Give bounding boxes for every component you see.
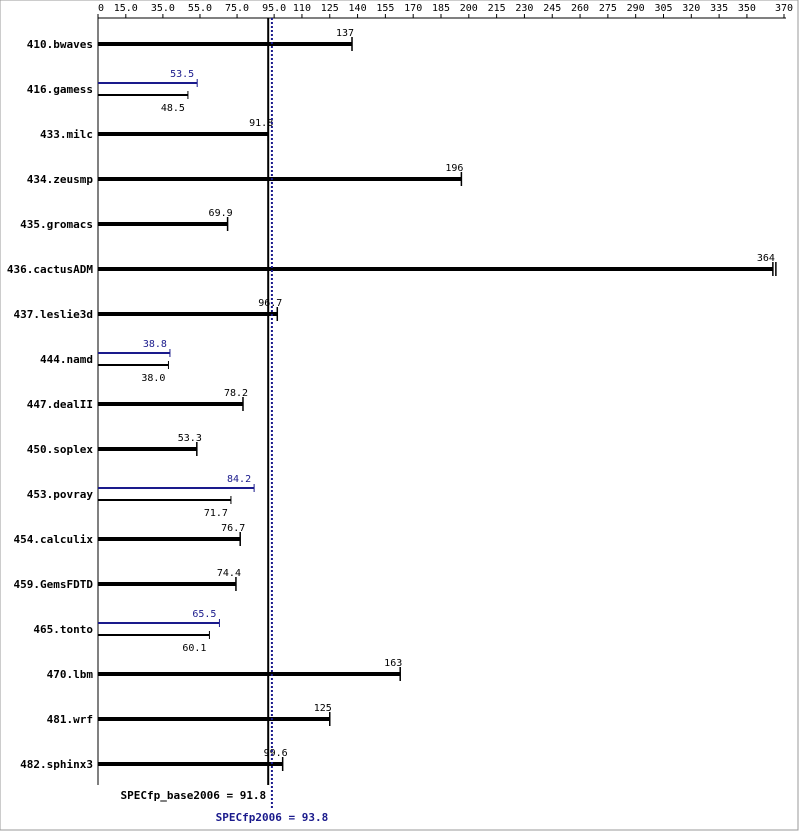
benchmark-label: 437.leslie3d [14,308,93,321]
x-tick-label: 215 [488,3,506,14]
base-value-label: 74.4 [217,568,241,579]
x-tick-label: 260 [571,3,589,14]
x-tick-label: 200 [460,3,478,14]
x-tick-label: 0 [98,3,104,14]
base-summary-label: SPECfp_base2006 = 91.8 [120,789,266,802]
base-value-label: 125 [314,703,332,714]
base-value-label: 78.2 [224,388,248,399]
base-value-label: 364 [757,253,775,264]
base-value-label: 163 [384,658,402,669]
x-axis: 0 15.0 35.0 55.0 75.0 95.0 110 125 140 155 170 185 2… [97,3,793,785]
benchmark-label: 481.wrf [47,713,93,726]
x-tick-label: 290 [627,3,645,14]
base-value-label: 69.9 [209,208,233,219]
benchmark-label: 434.zeusmp [27,173,94,186]
base-value-label: 53.3 [178,433,202,444]
base-value-label: 38.0 [141,373,165,384]
x-tick-label: 140 [349,3,367,14]
benchmark-label: 436.cactusADM [7,263,93,276]
x-tick-label: 125 [321,3,339,14]
x-tick-label: 320 [682,3,700,14]
reference-lines: SPECfp_base2006 = 91.8 SPECfp2006 = 93.8 [120,18,328,824]
x-tick-label: 370 [775,3,793,14]
benchmark-label: 433.milc [40,128,93,141]
benchmark-label: 465.tonto [33,623,93,636]
x-tick-label: 155 [376,3,394,14]
benchmark-label: 454.calculix [14,533,94,546]
x-tick-label: 75.0 [225,3,249,14]
x-tick-label: 15.0 [114,3,138,14]
benchmark-label: 470.lbm [47,668,94,681]
peak-value-label: 38.8 [143,339,167,350]
x-tick-label: 170 [404,3,422,14]
x-tick-label: 110 [293,3,311,14]
x-tick-label: 350 [738,3,756,14]
x-tick-label: 245 [543,3,561,14]
bars: 410.bwaves 137 416.gamess 53.5 48.5 433.milc 9… [7,28,777,771]
base-value-label: 96.7 [258,298,282,309]
base-value-label: 48.5 [161,103,185,114]
benchmark-label: 447.dealII [27,398,93,411]
x-tick-label: 230 [515,3,533,14]
base-value-label: 137 [336,28,354,39]
benchmark-label: 444.namd [40,353,93,366]
base-value-label: 71.7 [204,508,228,519]
peak-value-label: 65.5 [192,609,216,620]
x-tick-label: 55.0 [188,3,212,14]
x-tick-label: 335 [710,3,728,14]
base-value-label: 60.1 [182,643,206,654]
benchmark-label: 416.gamess [27,83,93,96]
base-value-label: 196 [445,163,463,174]
x-tick-label: 305 [654,3,672,14]
x-tick-label: 35.0 [151,3,175,14]
base-value-label: 99.6 [264,748,288,759]
x-tick-label: 275 [599,3,617,14]
peak-summary-label: SPECfp2006 = 93.8 [216,811,329,824]
peak-value-label: 53.5 [170,69,194,80]
benchmark-label: 410.bwaves [27,38,93,51]
base-value-label: 76.7 [221,523,245,534]
x-tick-label: 185 [432,3,450,14]
benchmark-label: 435.gromacs [20,218,93,231]
benchmark-label: 459.GemsFDTD [14,578,94,591]
x-tick-label: 95.0 [262,3,286,14]
benchmark-label: 482.sphinx3 [20,758,93,771]
peak-value-label: 84.2 [227,474,251,485]
benchmark-label: 450.soplex [27,443,94,456]
benchmark-label: 453.povray [27,488,94,501]
base-value-label: 91.8 [249,118,273,129]
